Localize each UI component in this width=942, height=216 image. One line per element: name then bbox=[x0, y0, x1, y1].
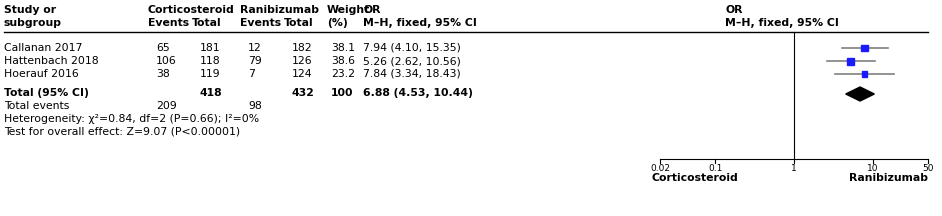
Text: 7.84 (3.34, 18.43): 7.84 (3.34, 18.43) bbox=[363, 69, 461, 79]
Polygon shape bbox=[846, 87, 874, 101]
Text: 432: 432 bbox=[292, 88, 315, 98]
Bar bbox=[862, 44, 869, 51]
Text: Corticosteroid: Corticosteroid bbox=[148, 5, 235, 15]
Text: 10: 10 bbox=[868, 164, 879, 173]
Text: subgroup: subgroup bbox=[4, 18, 62, 28]
Text: 38.6: 38.6 bbox=[331, 56, 355, 66]
Text: Total: Total bbox=[284, 18, 314, 28]
Text: Corticosteroid: Corticosteroid bbox=[651, 173, 738, 183]
Text: 38: 38 bbox=[156, 69, 170, 79]
Text: 98: 98 bbox=[248, 101, 262, 111]
Text: (%): (%) bbox=[327, 18, 348, 28]
Text: M–H, fixed, 95% CI: M–H, fixed, 95% CI bbox=[363, 18, 477, 28]
Text: 50: 50 bbox=[922, 164, 934, 173]
Text: 12: 12 bbox=[248, 43, 262, 53]
Text: Weight: Weight bbox=[327, 5, 370, 15]
Text: 38.1: 38.1 bbox=[331, 43, 355, 53]
Text: 124: 124 bbox=[292, 69, 313, 79]
Text: 0.02: 0.02 bbox=[650, 164, 670, 173]
Text: Total: Total bbox=[192, 18, 221, 28]
Text: Hattenbach 2018: Hattenbach 2018 bbox=[4, 56, 99, 66]
Text: 182: 182 bbox=[292, 43, 313, 53]
Text: Events: Events bbox=[240, 18, 281, 28]
Text: 119: 119 bbox=[200, 69, 220, 79]
Text: 418: 418 bbox=[200, 88, 222, 98]
Text: Heterogeneity: χ²=0.84, df=2 (P=0.66); I²=0%: Heterogeneity: χ²=0.84, df=2 (P=0.66); I… bbox=[4, 114, 259, 124]
Text: 118: 118 bbox=[200, 56, 220, 66]
Text: Hoerauf 2016: Hoerauf 2016 bbox=[4, 69, 79, 79]
Text: 5.26 (2.62, 10.56): 5.26 (2.62, 10.56) bbox=[363, 56, 461, 66]
Text: M–H, fixed, 95% CI: M–H, fixed, 95% CI bbox=[725, 18, 839, 28]
Text: 181: 181 bbox=[200, 43, 220, 53]
Text: 7: 7 bbox=[248, 69, 255, 79]
Text: Events: Events bbox=[148, 18, 189, 28]
Text: 0.1: 0.1 bbox=[708, 164, 723, 173]
Text: Callanan 2017: Callanan 2017 bbox=[4, 43, 82, 53]
Text: Total (95% CI): Total (95% CI) bbox=[4, 88, 89, 98]
Text: Ranibizumab: Ranibizumab bbox=[850, 173, 929, 183]
Text: 209: 209 bbox=[156, 101, 177, 111]
Text: Total events: Total events bbox=[4, 101, 70, 111]
Text: Ranibizumab: Ranibizumab bbox=[240, 5, 319, 15]
Text: 7.94 (4.10, 15.35): 7.94 (4.10, 15.35) bbox=[363, 43, 461, 53]
Text: Study or: Study or bbox=[4, 5, 57, 15]
Text: 79: 79 bbox=[248, 56, 262, 66]
Text: 100: 100 bbox=[331, 88, 353, 98]
Text: 106: 106 bbox=[156, 56, 177, 66]
Text: 6.88 (4.53, 10.44): 6.88 (4.53, 10.44) bbox=[363, 88, 473, 98]
Text: 1: 1 bbox=[791, 164, 797, 173]
Bar bbox=[848, 57, 854, 65]
Text: 126: 126 bbox=[292, 56, 313, 66]
Text: Test for overall effect: Z=9.07 (P<0.00001): Test for overall effect: Z=9.07 (P<0.000… bbox=[4, 127, 240, 137]
Text: 65: 65 bbox=[156, 43, 170, 53]
Text: OR: OR bbox=[725, 5, 742, 15]
Text: OR: OR bbox=[363, 5, 381, 15]
Bar bbox=[862, 71, 868, 77]
Text: 23.2: 23.2 bbox=[331, 69, 355, 79]
